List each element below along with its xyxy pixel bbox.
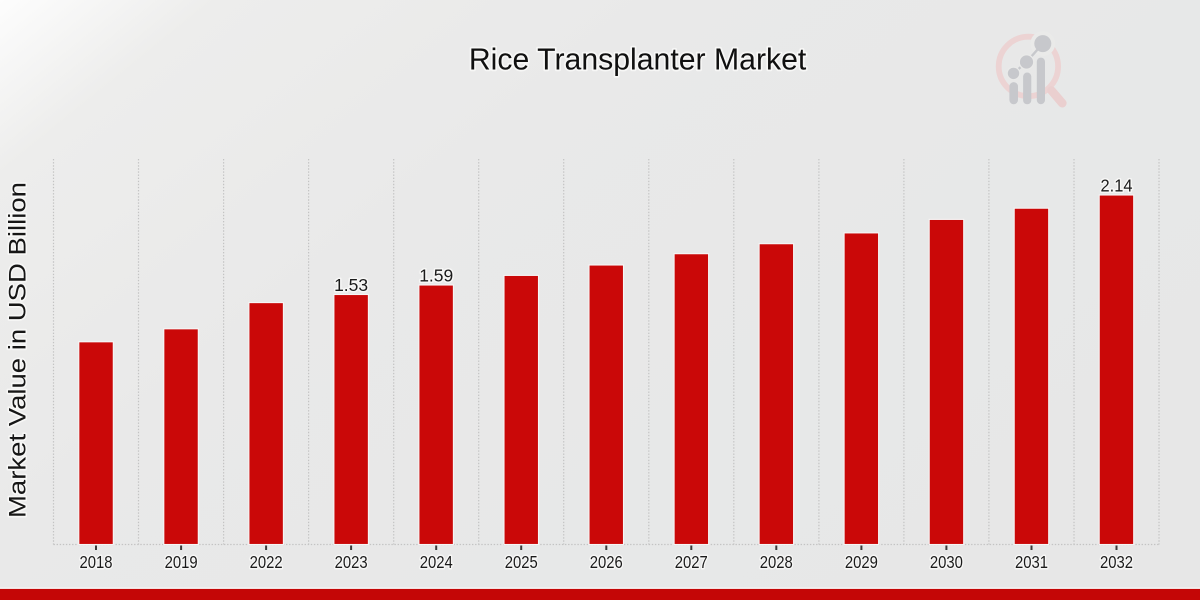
- svg-text:2032: 2032: [1100, 552, 1133, 572]
- svg-text:2028: 2028: [760, 552, 793, 572]
- svg-text:1.59: 1.59: [419, 266, 453, 286]
- svg-text:2023: 2023: [335, 552, 368, 572]
- svg-text:2018: 2018: [80, 552, 113, 572]
- svg-text:2029: 2029: [845, 552, 878, 572]
- svg-text:2031: 2031: [1015, 552, 1048, 572]
- svg-text:2027: 2027: [675, 552, 708, 572]
- svg-text:2026: 2026: [590, 552, 623, 572]
- svg-text:Rice Transplanter Market: Rice Transplanter Market: [469, 42, 807, 77]
- svg-text:2019: 2019: [165, 552, 198, 572]
- svg-text:2025: 2025: [505, 552, 538, 572]
- svg-text:2030: 2030: [930, 552, 963, 572]
- svg-text:2.14: 2.14: [1101, 176, 1133, 196]
- svg-text:Market Value in USD Billion: Market Value in USD Billion: [5, 182, 32, 518]
- svg-text:1.53: 1.53: [334, 275, 368, 295]
- svg-text:2022: 2022: [250, 552, 283, 572]
- svg-text:2024: 2024: [420, 552, 453, 572]
